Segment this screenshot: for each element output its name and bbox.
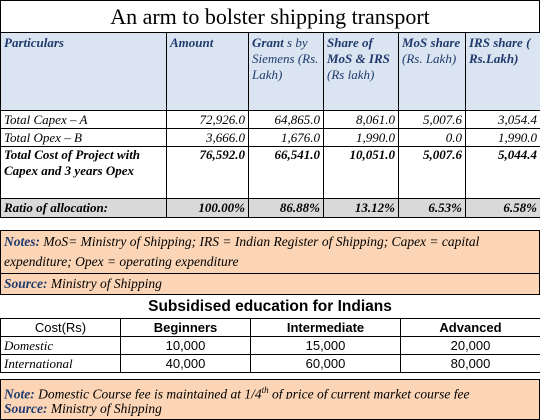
header-irs: IRS share ( Rs.Lakh) — [465, 32, 540, 111]
cell-mos: 5,007.6 — [398, 146, 466, 199]
cell-irs: 6.58% — [465, 198, 540, 218]
table-row: Total Opex – B 3,666.0 1,676.0 1,990.0 0… — [0, 128, 540, 147]
notes-text: MoS= Ministry of Shipping; IRS = Indian … — [4, 234, 480, 269]
cell-irs: 1,990.0 — [465, 128, 540, 147]
cell-grants: 66,541.0 — [248, 146, 324, 199]
row-label: Total Opex – B — [0, 128, 167, 147]
cell-share: 1,990.0 — [323, 128, 399, 147]
header-amount: Amount — [166, 32, 249, 111]
cell-advanced: 80,000 — [400, 354, 540, 373]
source-line: Source: Ministry of Shipping — [0, 399, 540, 420]
table-row: Total Capex – A 72,926.0 64,865.0 8,061.… — [0, 110, 540, 129]
cell-intermediate: 15,000 — [250, 336, 401, 355]
source-label: Source: — [4, 276, 48, 291]
cell-amount: 100.00% — [166, 198, 249, 218]
table-title: An arm to bolster shipping transport — [0, 0, 540, 33]
note-label: Note: — [4, 386, 35, 401]
cell-advanced: 20,000 — [400, 336, 540, 355]
header-cost: Cost(Rs) — [0, 318, 121, 337]
cell-beginners: 10,000 — [120, 336, 251, 355]
note-text-end: of price of current market course fee — [268, 386, 470, 401]
row-label: Ratio of allocation: — [0, 198, 167, 218]
cell-amount: 76,592.0 — [166, 146, 249, 199]
note-box: Note: Domestic Course fee is maintained … — [0, 379, 540, 401]
education-title: Subsidised education for Indians — [148, 298, 392, 315]
note-text: Domestic Course fee is maintained at 1/4 — [34, 386, 262, 401]
cell-share: 10,051.0 — [323, 146, 399, 199]
cell-grants: 86.88% — [248, 198, 324, 218]
row-label: Total Capex – A — [0, 110, 167, 129]
row-label: International — [0, 354, 121, 373]
education-table: Cost(Rs) Beginners Intermediate Advanced… — [0, 318, 540, 373]
note-superscript: th — [261, 385, 269, 395]
source-label: Source: — [4, 401, 48, 416]
header-beginners: Beginners — [120, 318, 251, 337]
row-label: Total Cost of Project with Capex and 3 y… — [0, 146, 167, 199]
header-share-bold: Share of MoS & IRS — [327, 35, 390, 66]
header-grants: Grant s by Siemens (Rs. Lakh) — [248, 32, 324, 111]
row-label: Domestic — [0, 336, 121, 355]
cell-irs: 3,054.4 — [465, 110, 540, 129]
source-text: Ministry of Shipping — [47, 276, 162, 291]
table-row-total: Total Cost of Project with Capex and 3 y… — [0, 146, 540, 199]
header-mos-bold: MoS share — [402, 35, 461, 50]
cost-table: Particulars Amount Grant s by Siemens (R… — [0, 32, 540, 218]
cell-mos: 0.0 — [398, 128, 466, 147]
cell-amount: 72,926.0 — [166, 110, 249, 129]
cell-share: 8,061.0 — [323, 110, 399, 129]
table-row: Domestic 10,000 15,000 20,000 — [0, 336, 540, 355]
header-advanced: Advanced — [400, 318, 540, 337]
notes-box: Notes: MoS= Ministry of Shipping; IRS = … — [0, 230, 540, 274]
cell-intermediate: 60,000 — [250, 354, 401, 373]
cell-mos: 5,007.6 — [398, 110, 466, 129]
cell-beginners: 40,000 — [120, 354, 251, 373]
cell-share: 13.12% — [323, 198, 399, 218]
source-line: Source: Ministry of Shipping — [0, 274, 540, 295]
header-particulars: Particulars — [0, 32, 167, 111]
table-row-ratio: Ratio of allocation: 100.00% 86.88% 13.1… — [0, 198, 540, 218]
header-grants-rest: s by Siemens (Rs. Lakh) — [252, 35, 319, 82]
header-intermediate: Intermediate — [250, 318, 401, 337]
header-share-rest: (Rs lakh) — [327, 67, 375, 82]
education-header: Cost(Rs) Beginners Intermediate Advanced — [0, 318, 540, 337]
cost-table-header: Particulars Amount Grant s by Siemens (R… — [0, 32, 540, 111]
header-mos: MoS share (Rs. Lakh) — [398, 32, 466, 111]
cell-amount: 3,666.0 — [166, 128, 249, 147]
cell-irs: 5,044.4 — [465, 146, 540, 199]
source-text: Ministry of Shipping — [47, 401, 162, 416]
table-row: International 40,000 60,000 80,000 — [0, 354, 540, 373]
header-share: Share of MoS & IRS (Rs lakh) — [323, 32, 399, 111]
header-mos-rest: (Rs. Lakh) — [402, 51, 457, 66]
cell-grants: 64,865.0 — [248, 110, 324, 129]
notes-label: Notes: — [4, 234, 40, 249]
cell-grants: 1,676.0 — [248, 128, 324, 147]
header-grants-bold: Grant — [252, 35, 284, 50]
cell-mos: 6.53% — [398, 198, 466, 218]
